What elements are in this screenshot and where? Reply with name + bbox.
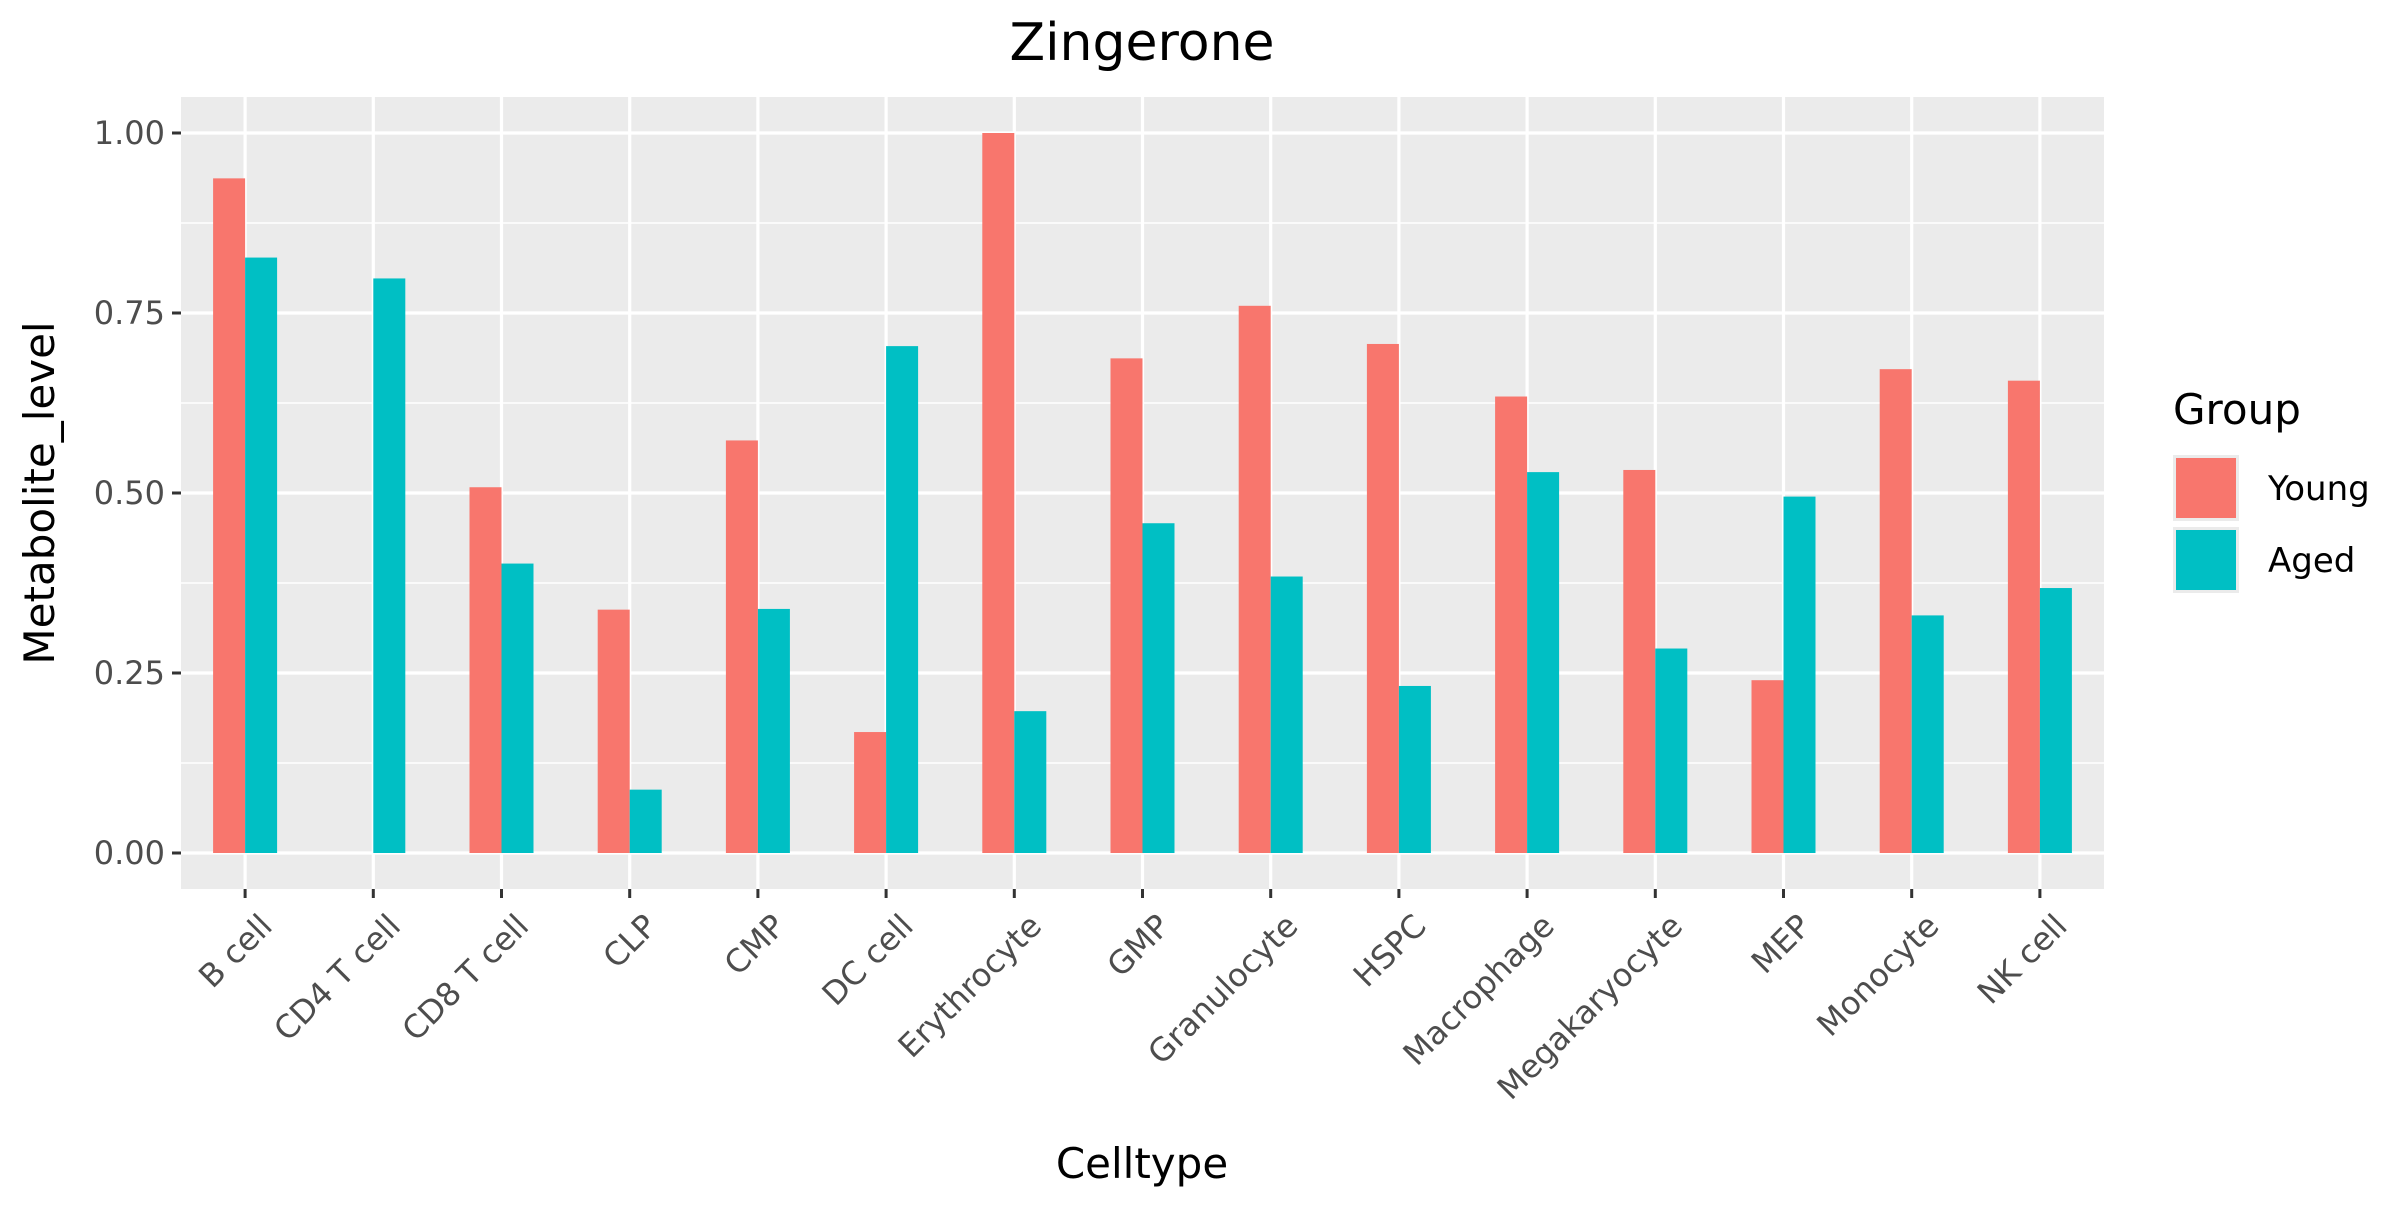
bar-aged-cd8-t-cell [501, 563, 534, 853]
bar-young-cd8-t-cell [469, 487, 502, 853]
y-tick-label: 0.00 [94, 834, 165, 872]
legend-swatch-aged [2176, 530, 2236, 590]
x-tick-label: DC cell [815, 907, 921, 1013]
bar-aged-hspc [1398, 685, 1431, 853]
bar-aged-erythrocyte [1014, 711, 1047, 853]
bar-aged-granulocyte [1270, 576, 1303, 853]
bars [213, 133, 2072, 854]
bar-aged-dc-cell [886, 346, 919, 853]
x-tick-label: B cell [191, 907, 280, 996]
legend: Group Young Aged [2173, 385, 2370, 593]
x-tick-label: NK cell [1970, 907, 2075, 1012]
y-tick-label: 0.50 [94, 474, 165, 512]
bar-young-granulocyte [1238, 305, 1271, 853]
bar-young-macrophage [1495, 396, 1528, 853]
y-tick-label: 0.75 [94, 294, 165, 332]
bar-aged-monocyte [1911, 615, 1944, 853]
y-tick-label: 0.25 [94, 654, 165, 692]
bar-young-cmp [725, 440, 758, 853]
legend-label-aged: Aged [2268, 541, 2355, 581]
x-tick-label: GMP [1100, 907, 1178, 985]
bar-young-nk-cell [2007, 380, 2040, 853]
legend-label-young: Young [2267, 469, 2370, 509]
bar-aged-b-cell [245, 257, 278, 853]
bar-aged-clp [629, 789, 662, 853]
x-tick-label: MEP [1744, 907, 1818, 981]
bar-aged-gmp [1142, 523, 1175, 853]
y-tick-label: 1.00 [94, 114, 165, 152]
bar-young-erythrocyte [982, 133, 1015, 853]
bar-young-hspc [1366, 343, 1399, 853]
bar-aged-nk-cell [2039, 588, 2072, 853]
legend-swatch-young [2176, 458, 2236, 518]
bar-young-monocyte [1879, 369, 1912, 853]
bar-aged-cd4-t-cell [373, 278, 406, 853]
x-tick-label: CMP [717, 907, 793, 983]
bar-aged-megakaryocyte [1655, 648, 1688, 853]
bar-young-mep [1751, 680, 1784, 853]
bar-young-megakaryocyte [1623, 469, 1656, 853]
bar-young-dc-cell [854, 732, 887, 853]
x-tick-label: Monocyte [1809, 907, 1946, 1044]
bar-young-b-cell [213, 178, 246, 854]
bar-aged-macrophage [1527, 472, 1560, 853]
x-tick-label: HSPC [1346, 907, 1434, 995]
x-tick-label: CD4 T cell [266, 907, 408, 1049]
x-axis-title: Celltype [1056, 1139, 1228, 1188]
bar-aged-cmp [757, 608, 790, 853]
y-axis-title: Metabolite_level [15, 321, 64, 664]
x-tick-label: CLP [595, 907, 664, 976]
bar-aged-mep [1783, 496, 1816, 853]
bar-young-gmp [1110, 358, 1143, 853]
bar-young-clp [597, 609, 630, 853]
legend-title: Group [2173, 385, 2301, 434]
chart-title: Zingerone [1009, 13, 1274, 73]
x-tick-label: CD8 T cell [394, 907, 536, 1049]
y-axis: 0.00 0.25 0.50 0.75 1.00 [94, 114, 181, 872]
